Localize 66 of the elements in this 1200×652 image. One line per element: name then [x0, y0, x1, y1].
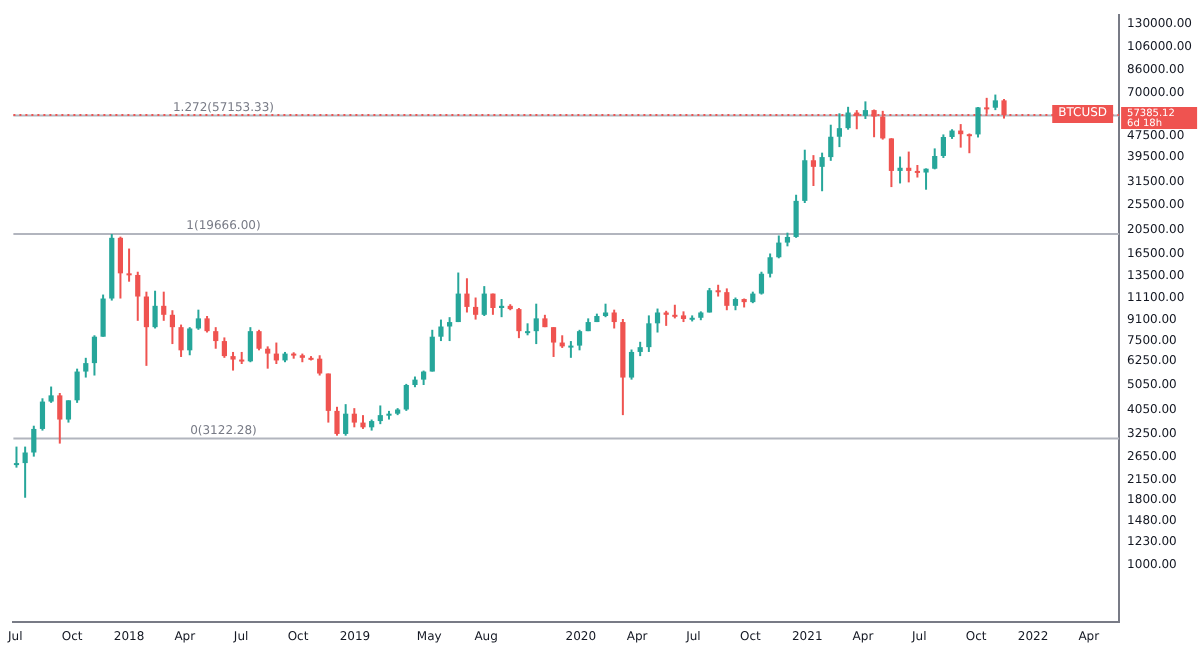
candlestick — [498, 298, 505, 319]
candlestick — [213, 326, 219, 350]
candlestick — [39, 397, 46, 432]
candlestick — [706, 286, 713, 314]
candlestick — [576, 328, 583, 352]
candlestick — [169, 309, 175, 346]
candlestick — [646, 314, 652, 353]
candlestick — [126, 247, 132, 283]
candlestick — [351, 407, 357, 429]
candlestick — [447, 316, 453, 343]
candlestick — [888, 137, 894, 189]
candlestick — [758, 270, 765, 296]
candlestick — [65, 399, 72, 424]
candlestick — [325, 372, 331, 424]
candlestick — [611, 308, 617, 330]
candlestick — [819, 151, 825, 193]
candlestick — [550, 326, 557, 358]
candlestick — [429, 328, 435, 373]
candlestick — [481, 285, 487, 317]
candlestick — [230, 350, 236, 372]
candlestick — [975, 106, 981, 139]
candlestick — [455, 271, 461, 324]
candlestick — [343, 403, 349, 437]
candlestick — [403, 382, 409, 412]
candlestick — [187, 326, 193, 357]
candlestick — [265, 345, 271, 370]
candlestick — [256, 328, 262, 352]
candlestick — [83, 356, 89, 379]
candlestick — [13, 445, 20, 469]
candlestick — [22, 445, 28, 499]
candlestick — [152, 289, 158, 330]
candlestick — [31, 424, 37, 458]
candlestick — [966, 132, 972, 155]
candlestick — [57, 391, 63, 445]
candlestick — [897, 155, 903, 185]
candlestick — [793, 193, 799, 239]
candlestick — [828, 123, 834, 162]
candlestick — [247, 326, 253, 364]
candlestick — [464, 277, 470, 314]
candlestick — [845, 105, 851, 131]
candlestick — [117, 235, 124, 300]
candlestick — [178, 323, 184, 358]
candlestick — [724, 287, 730, 312]
candlestick — [221, 336, 227, 359]
candlestick — [135, 270, 141, 322]
candlestick — [654, 307, 661, 334]
candlestick — [802, 148, 808, 204]
candlestick — [810, 154, 817, 187]
candlestick — [195, 308, 201, 331]
candlestick — [628, 348, 635, 381]
candlestick — [923, 167, 929, 191]
candlestick — [516, 307, 522, 340]
candlestick — [836, 112, 843, 149]
candlestick — [940, 133, 946, 159]
candlestick — [767, 252, 773, 279]
candlestick — [533, 302, 539, 346]
candlestick — [334, 405, 340, 437]
candlestick — [776, 234, 782, 260]
candlestick — [161, 290, 167, 322]
candlestick — [91, 334, 98, 377]
candlestick — [100, 293, 106, 338]
candlestick — [906, 150, 912, 184]
candlestick — [438, 318, 444, 343]
candlestick — [74, 367, 80, 404]
candlestick — [473, 296, 479, 321]
candlestick — [143, 290, 150, 367]
